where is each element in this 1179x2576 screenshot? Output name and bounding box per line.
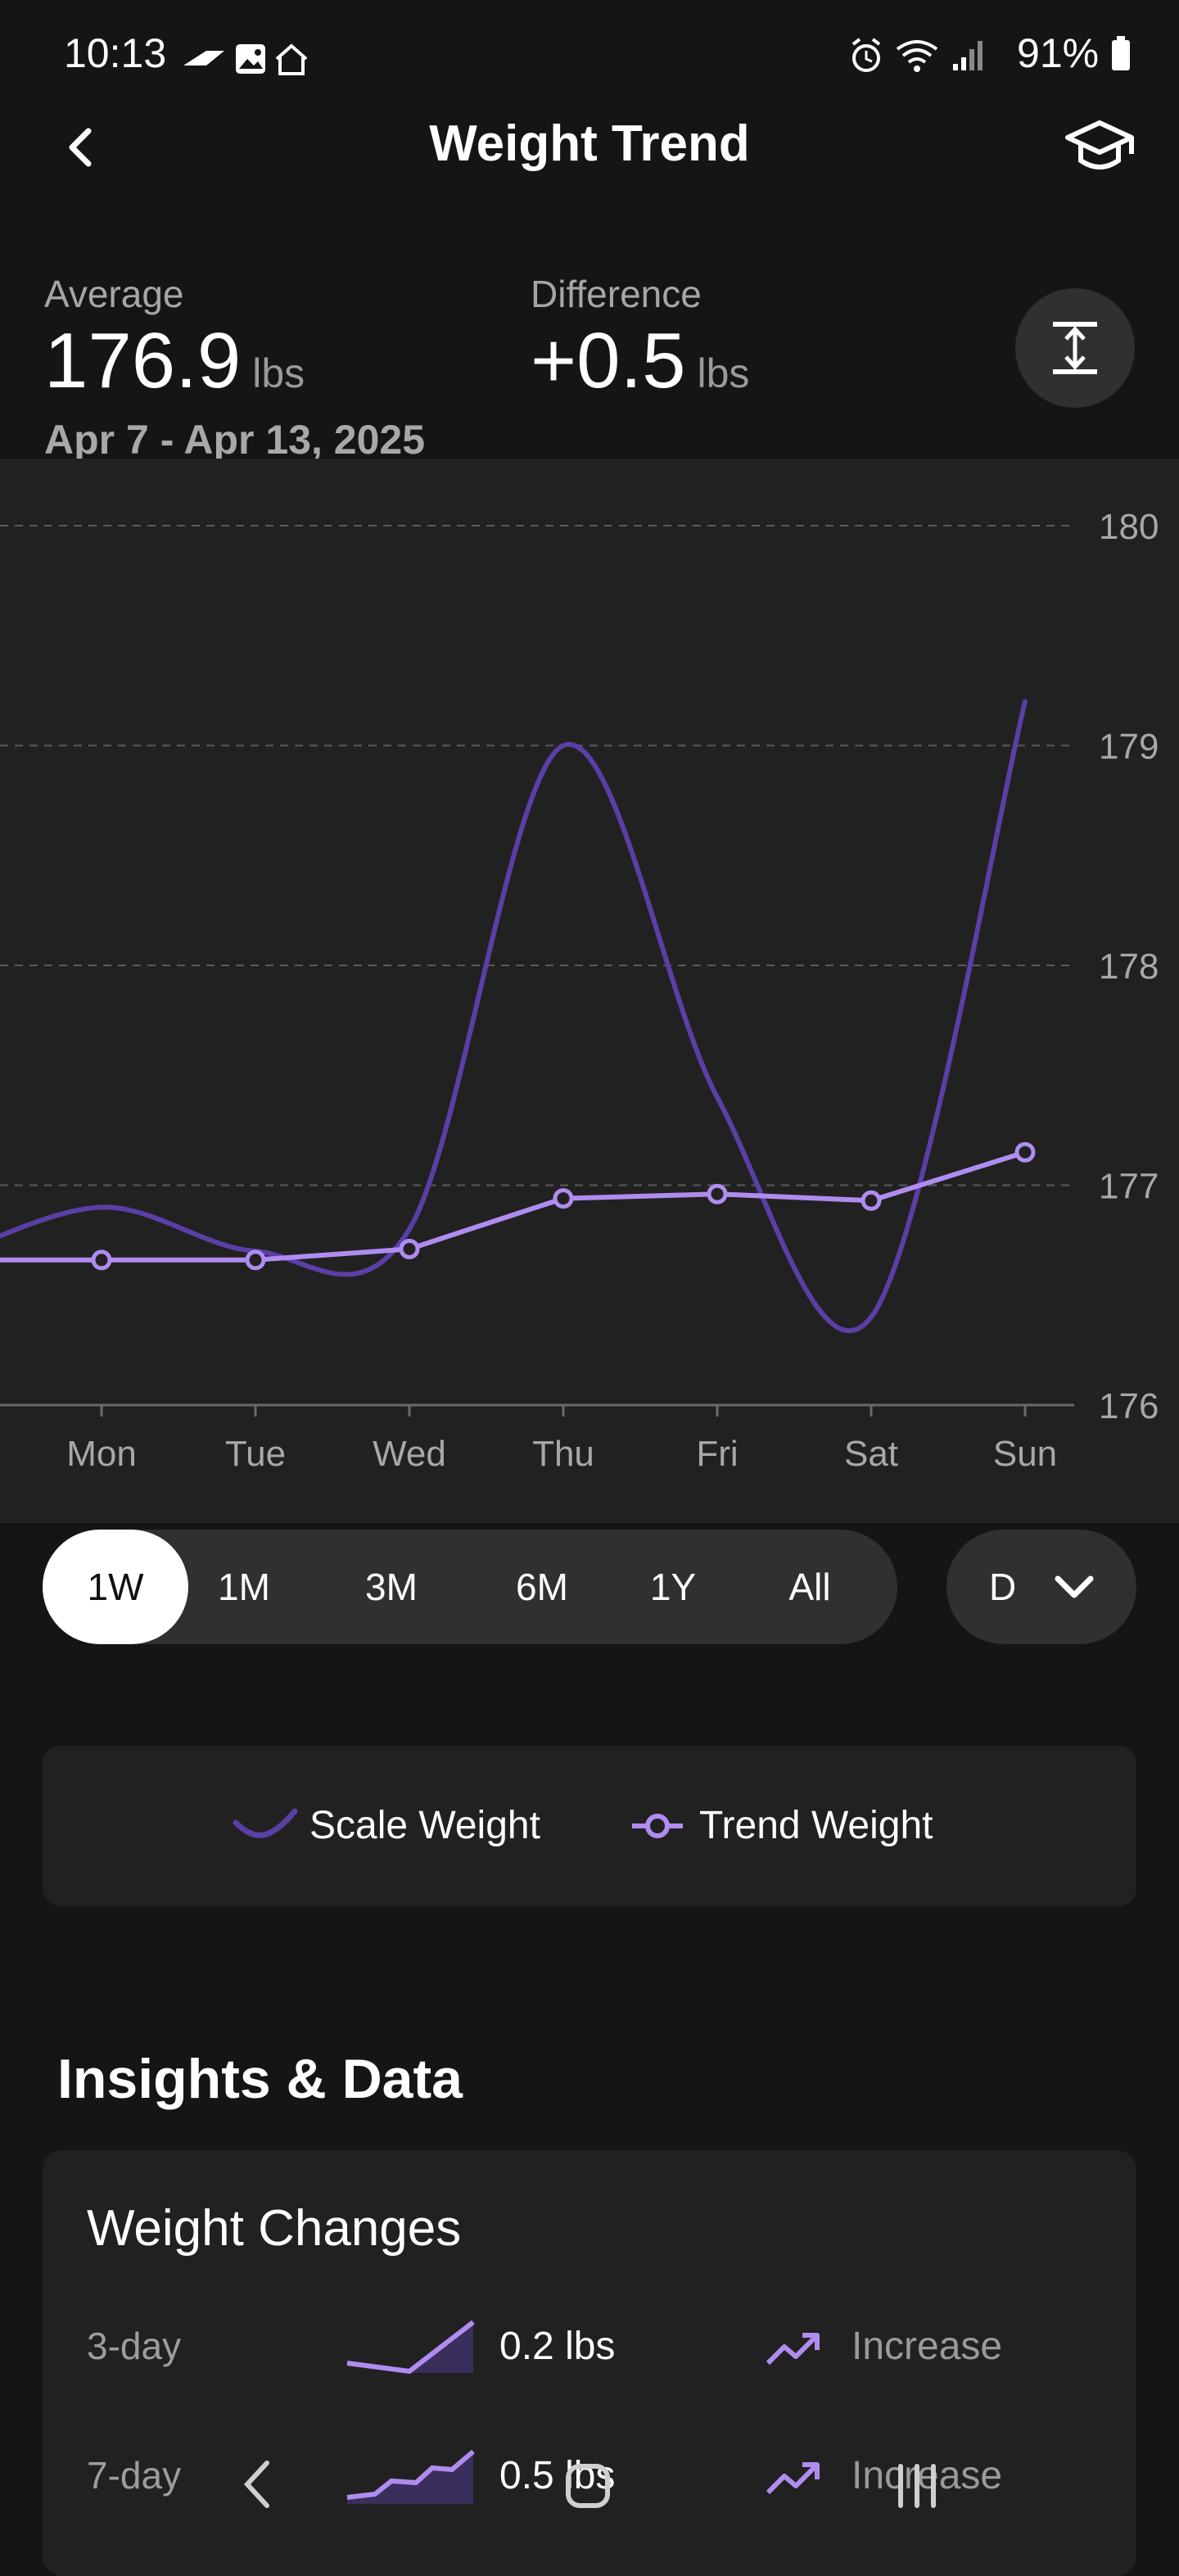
y-tick-label: 178: [1099, 947, 1159, 987]
average-block: Average 176.9 lbs: [44, 272, 305, 406]
x-tick-label: Sat: [844, 1434, 898, 1474]
scale-weight-swatch-icon: [233, 1808, 298, 1838]
list-item: 7-day 0.5 lbs Increase: [0, 2447, 1179, 2512]
y-tick-label: 180: [1099, 507, 1159, 547]
back-button[interactable]: [52, 120, 108, 175]
sparkline-7day-icon: [346, 2449, 475, 2504]
weight-chart: 180 179 178 177 176 Mon Tue Wed Thu Fri Sat Sun: [0, 507, 1159, 1474]
image-icon: [236, 44, 265, 74]
x-tick-label: Tue: [225, 1434, 286, 1474]
average-label: Average: [44, 273, 184, 315]
legend-card: Scale Weight Trend Weight: [43, 1746, 1136, 1906]
range-option-1y[interactable]: 1Y: [649, 1566, 697, 1608]
date-range: Apr 7 - Apr 13, 2025: [44, 417, 426, 463]
expand-vertical-icon: [1053, 322, 1097, 374]
battery-icon: [1112, 36, 1130, 70]
alarm-icon: [852, 38, 881, 72]
x-tick-label: Thu: [532, 1434, 594, 1474]
recents-nav-icon[interactable]: [898, 2464, 936, 2508]
trend-weight-line: [0, 1150, 1026, 1263]
y-tick-label: 177: [1099, 1167, 1159, 1207]
trend-weight-point: [245, 1250, 266, 1271]
trend-weight-point: [553, 1188, 574, 1209]
row-label: 3-day: [87, 2325, 182, 2367]
y-tick-label: 176: [1099, 1386, 1159, 1426]
legend-trend-label: Trend Weight: [699, 1804, 933, 1847]
range-option-3m[interactable]: 3M: [365, 1566, 418, 1608]
average-unit: lbs: [252, 350, 305, 396]
battery-text: 91%: [1017, 30, 1100, 76]
trending-up-icon: [766, 2333, 820, 2366]
range-option-1w[interactable]: 1W: [43, 1530, 188, 1644]
range-option-1m[interactable]: 1M: [218, 1566, 270, 1608]
range-option-all[interactable]: All: [788, 1566, 831, 1608]
row-label: 7-day: [87, 2454, 182, 2497]
trend-weight-point: [399, 1238, 420, 1259]
weight-changes-title: Weight Changes: [87, 2200, 462, 2257]
difference-block: Difference +0.5 lbs: [531, 272, 749, 406]
difference-label: Difference: [531, 273, 702, 315]
system-nav-bar: [243, 2461, 936, 2508]
home-nav-icon[interactable]: [566, 2464, 610, 2508]
difference-value: +0.5: [531, 317, 686, 404]
trend-weight-point: [861, 1190, 882, 1211]
f1-icon: [183, 51, 224, 66]
trend-weight-point: [1014, 1141, 1036, 1163]
trend-weight-swatch-icon: [632, 1814, 683, 1838]
list-item: 3-day 0.2 lbs Increase: [0, 2317, 1179, 2383]
range-option-6m[interactable]: 6M: [516, 1566, 568, 1608]
row-status: Increase: [852, 2454, 1003, 2497]
learn-button[interactable]: [1063, 115, 1136, 180]
trend-weight-point: [91, 1250, 112, 1271]
signal-icon: [953, 41, 982, 70]
average-value: 176.9: [44, 317, 242, 404]
x-tick-label: Fri: [696, 1434, 738, 1474]
graduation-cap-icon: [1065, 120, 1134, 169]
granularity-dropdown[interactable]: D: [946, 1530, 1136, 1644]
trending-up-icon: [766, 2462, 820, 2495]
row-status: Increase: [852, 2325, 1003, 2368]
back-nav-icon[interactable]: [243, 2461, 269, 2508]
chevron-down-icon: [1055, 1575, 1094, 1598]
range-selector: 1W 1M 3M 6M 1Y All: [43, 1530, 897, 1644]
home-icon: [275, 43, 308, 75]
row-value: 0.2 lbs: [499, 2325, 616, 2368]
status-system-icons: [852, 38, 982, 72]
x-tick-label: Sun: [993, 1434, 1057, 1474]
difference-unit: lbs: [697, 350, 750, 396]
status-time: 10:13: [64, 30, 167, 76]
expand-chart-button[interactable]: [1015, 288, 1135, 408]
legend-scale-label: Scale Weight: [309, 1804, 540, 1847]
scale-weight-line: [0, 698, 1028, 1334]
x-tick-label: Mon: [66, 1434, 137, 1474]
sparkline-3day-icon: [346, 2320, 475, 2375]
status-notification-icons: [183, 43, 308, 75]
battery-percentage: 91%: [1017, 29, 1132, 77]
chevron-left-icon: [69, 128, 92, 167]
dropdown-value: D: [989, 1566, 1017, 1608]
page-title: Weight Trend: [429, 115, 750, 172]
insights-heading: Insights & Data: [57, 2048, 463, 2110]
y-tick-label: 179: [1099, 727, 1159, 767]
row-value: 0.5 lbs: [499, 2454, 616, 2497]
x-tick-label: Wed: [373, 1434, 446, 1474]
wifi-icon: [896, 40, 938, 72]
chart-area: 180 179 178 177 176 Mon Tue Wed Thu Fri Sat Sun: [0, 459, 1179, 1523]
trend-weight-point: [707, 1183, 728, 1204]
